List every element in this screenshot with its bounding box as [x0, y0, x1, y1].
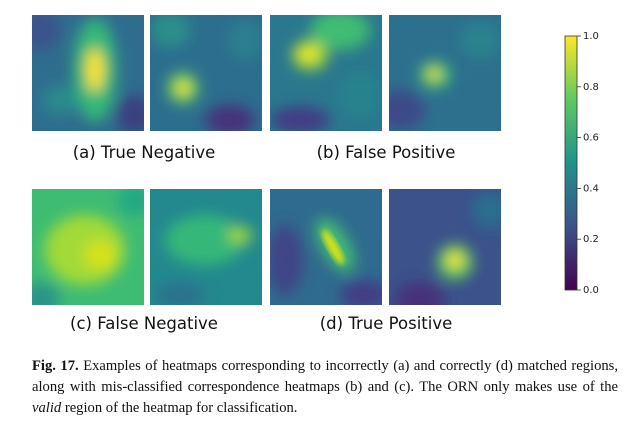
caption-text: region of the heatmap for classification… [64, 400, 298, 416]
caption-text: Examples of heatmaps corresponding to in… [32, 358, 618, 395]
panel-caption: (c) False Negative [70, 314, 218, 333]
panel-caption: (a) True Negative [73, 143, 216, 162]
tick-label: 0.2 [583, 234, 599, 245]
panel-caption: (d) True Positive [320, 314, 453, 333]
heatmap [150, 15, 262, 131]
heatmap [150, 189, 262, 305]
heatmap [270, 189, 382, 305]
colorbar [564, 35, 578, 291]
tick-label: 1.0 [583, 31, 599, 42]
caption-label: Fig. 17. [32, 358, 79, 374]
figure: (a) True Negative (b) False Positive (c)… [32, 15, 599, 333]
heatmap [389, 189, 501, 305]
heatmap [389, 15, 501, 131]
heatmap [32, 15, 144, 131]
panel-caption: (b) False Positive [317, 143, 456, 162]
figure-caption: Fig. 17. Examples of heatmaps correspond… [32, 356, 618, 419]
heatmap [270, 15, 382, 131]
heatmap [32, 189, 144, 305]
tick-label: 0.8 [583, 82, 599, 93]
tick-label: 0.4 [583, 183, 599, 194]
caption-emphasis: valid [32, 400, 62, 416]
tick-label: 0.6 [583, 133, 599, 144]
tick-label: 0.0 [583, 285, 599, 296]
